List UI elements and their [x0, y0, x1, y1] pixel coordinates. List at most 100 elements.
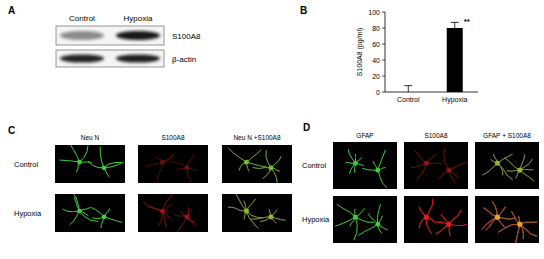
micrograph — [55, 194, 125, 232]
green-soma — [269, 214, 274, 219]
blot-band — [116, 54, 160, 62]
green-process — [247, 211, 259, 228]
row-label: Hypoxia — [302, 215, 330, 224]
micrograph-content — [229, 148, 282, 182]
red-soma — [268, 165, 273, 170]
green-soma — [353, 215, 358, 220]
green-soma — [353, 161, 358, 166]
red-process — [482, 163, 497, 175]
red-process — [169, 162, 187, 168]
red-process — [449, 224, 467, 226]
y-tick-label: 80 — [372, 25, 380, 32]
green-process — [505, 158, 520, 171]
green-soma — [517, 222, 522, 227]
blot-band — [60, 54, 104, 62]
micrograph-content — [411, 149, 468, 183]
y-tick — [382, 60, 385, 61]
y-tick — [382, 76, 385, 77]
red-process — [444, 149, 449, 171]
y-tick — [382, 92, 385, 93]
green-soma — [244, 209, 249, 214]
micrograph-content — [63, 194, 123, 228]
micrograph-content — [228, 194, 286, 228]
column-header: GFAP — [356, 132, 373, 139]
green-soma — [244, 160, 249, 165]
green-soma — [495, 215, 500, 220]
y-tick-label: 0 — [376, 89, 380, 96]
red-process — [253, 168, 271, 169]
panel-label: C — [8, 125, 15, 136]
green-process — [104, 217, 122, 223]
significance: ** — [464, 17, 471, 26]
bars — [404, 22, 463, 92]
lane-label: Hypoxia — [124, 14, 153, 23]
red-process — [417, 163, 427, 180]
red-soma — [495, 215, 500, 220]
y-tick — [382, 44, 385, 45]
red-process — [236, 194, 247, 211]
red-process — [497, 217, 515, 219]
red-process — [449, 162, 468, 170]
green-process — [482, 163, 497, 175]
green-process — [520, 170, 534, 181]
green-soma — [77, 160, 82, 165]
figure: ABCDControlHypoxiaS100A8β-actin020406080… — [0, 0, 544, 259]
micrograph — [475, 142, 539, 189]
green-process — [100, 147, 104, 168]
red-process — [174, 217, 187, 232]
row-label: Hypoxia — [14, 209, 42, 218]
panel-label: B — [300, 5, 307, 16]
green-process — [104, 162, 124, 168]
red-soma — [160, 160, 165, 165]
red-process — [426, 199, 432, 218]
micrograph — [222, 194, 292, 232]
green-process — [266, 150, 271, 168]
red-soma — [244, 160, 249, 165]
error-bar — [404, 86, 412, 92]
micrograph-content — [335, 204, 388, 240]
micrograph-content — [345, 149, 387, 188]
error-cap — [451, 22, 459, 23]
green-soma — [375, 168, 380, 173]
lane-label: Control — [69, 14, 95, 23]
micrograph-content — [482, 201, 537, 243]
green-process — [247, 150, 262, 162]
column-header: Neu N — [81, 134, 100, 141]
row-label: Control — [302, 161, 327, 170]
red-process — [163, 194, 175, 211]
green-process — [482, 217, 498, 229]
green-process — [378, 150, 386, 170]
y-axis — [385, 12, 386, 92]
red-process — [229, 148, 247, 162]
green-soma — [102, 214, 107, 219]
red-process — [145, 162, 162, 167]
red-soma — [184, 214, 189, 219]
green-process — [229, 148, 247, 162]
x-tick-label: Hypoxia — [442, 96, 467, 104]
red-process — [449, 210, 462, 224]
panel-label: D — [303, 122, 310, 133]
red-process — [266, 150, 271, 168]
green-process — [337, 204, 356, 217]
red-soma — [184, 165, 189, 170]
panel-label: A — [8, 5, 15, 16]
blot-strip — [56, 50, 164, 67]
red-process — [157, 162, 162, 183]
micrograph — [333, 196, 397, 243]
green-soma — [495, 161, 500, 166]
error-stem — [408, 86, 409, 92]
red-soma — [517, 168, 522, 173]
y-tick-label: 100 — [368, 9, 380, 16]
x-tick-label: Control — [397, 96, 420, 103]
red-process — [520, 170, 534, 181]
x-axis — [385, 92, 478, 93]
micrograph-content — [60, 145, 124, 177]
green-process — [80, 211, 99, 221]
blot-row-label: S100A8 — [172, 32, 201, 41]
error-bar — [451, 22, 459, 28]
green-soma — [269, 165, 274, 170]
green-process — [378, 170, 387, 188]
green-process — [80, 145, 89, 162]
green-process — [236, 194, 247, 211]
green-process — [335, 217, 355, 226]
